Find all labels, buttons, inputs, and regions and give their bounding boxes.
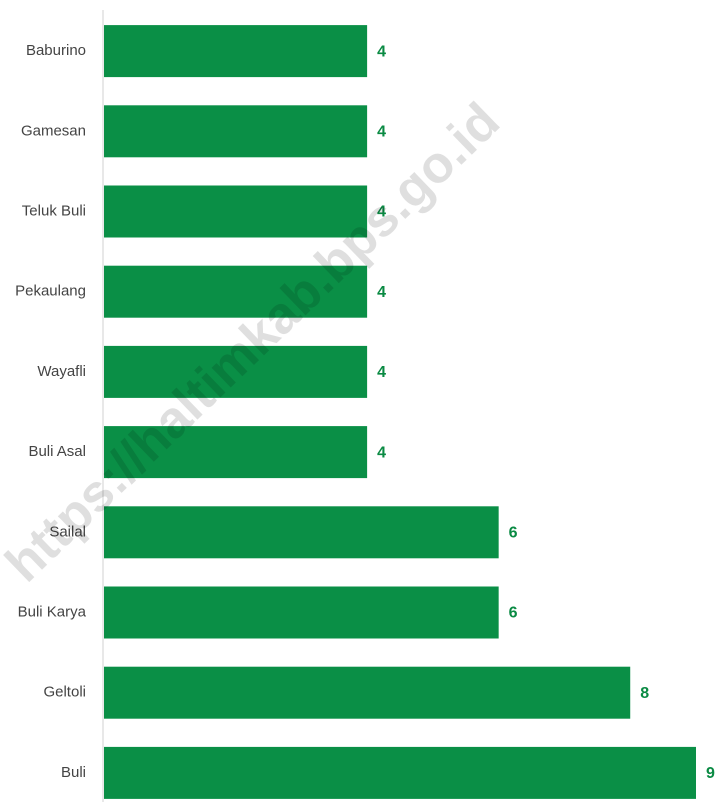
category-label: Pekaulang [15,283,86,300]
category-label: Wayafli [37,363,86,380]
category-label: Teluk Buli [22,202,86,219]
bar [104,185,368,238]
category-label: Baburino [26,42,86,59]
data-label: 4 [377,444,386,461]
bar [104,586,499,639]
data-label: 4 [377,43,386,60]
category-label: Buli [61,764,86,781]
bar [104,265,368,318]
data-label: 9 [706,765,715,782]
data-label: 8 [640,685,649,702]
data-label: 4 [377,204,386,221]
bars: Baburino 4 Gamesan 4 Teluk Buli 4 Pekaulang 4 Wa… [15,25,715,799]
category-label: Geltoli [43,684,86,701]
bar [104,105,368,158]
data-label: 4 [377,124,386,141]
category-label: Buli Asal [28,443,86,460]
data-label: 4 [377,284,386,301]
category-label: Gamesan [21,122,86,139]
category-label: Buli Karya [18,603,87,620]
data-label: 4 [377,364,386,381]
bar [104,506,499,559]
data-label: 6 [509,525,518,542]
bar [104,25,368,78]
bar [104,666,631,719]
data-label: 6 [509,605,518,622]
category-label: Sailal [49,523,86,540]
bar [104,345,368,398]
bar [104,426,368,479]
bar [104,746,696,799]
